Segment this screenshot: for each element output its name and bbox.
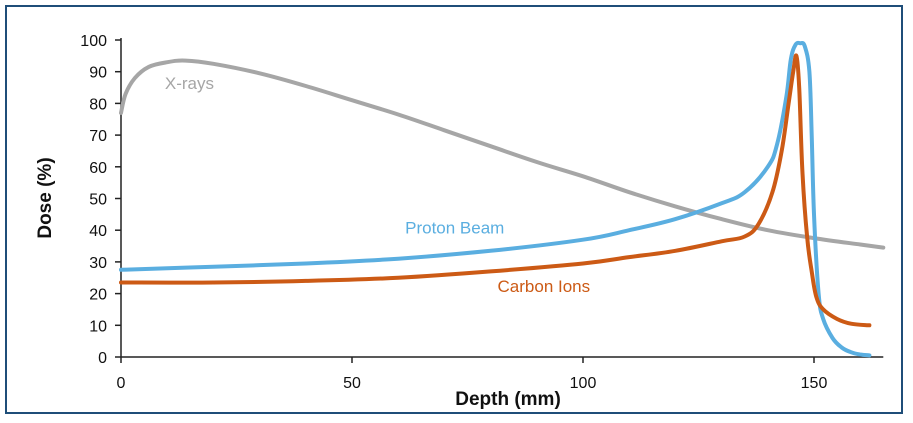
- x-rays-line: [119, 58, 886, 250]
- x-tick-label: 50: [343, 375, 361, 392]
- tick-labels: 0 10 20 30 40 50 60 70 80 90 100 0 50 100 150: [80, 33, 827, 392]
- y-tick-label: 30: [89, 255, 107, 272]
- proton-beam-label: Proton Beam: [405, 218, 504, 237]
- series-labels: X-rays Proton Beam Carbon Ions: [165, 74, 590, 296]
- x-tick-label: 150: [801, 375, 828, 392]
- y-tick-label: 0: [98, 350, 107, 367]
- series-lines: [119, 40, 886, 358]
- y-tick-label: 90: [89, 65, 107, 82]
- y-tick-label: 40: [89, 223, 107, 240]
- y-tick-label: 70: [89, 128, 107, 145]
- y-tick-label: 60: [89, 160, 107, 177]
- y-tick-label: 100: [80, 33, 107, 50]
- y-axis-title: Dose (%): [35, 157, 56, 238]
- x-tick-label: 0: [117, 375, 126, 392]
- chart-frame: [5, 5, 903, 414]
- carbon-ions-line: [119, 53, 872, 328]
- axes: [115, 38, 884, 363]
- proton-beam-line: [119, 40, 872, 358]
- x-rays-label: X-rays: [165, 74, 214, 93]
- y-tick-label: 80: [89, 96, 107, 113]
- carbon-ions-label: Carbon Ions: [498, 277, 591, 296]
- x-axis-title: Depth (mm): [455, 389, 561, 410]
- y-tick-label: 10: [89, 318, 107, 335]
- y-tick-label: 20: [89, 287, 107, 304]
- y-tick-label: 50: [89, 192, 107, 209]
- x-tick-label: 100: [570, 375, 597, 392]
